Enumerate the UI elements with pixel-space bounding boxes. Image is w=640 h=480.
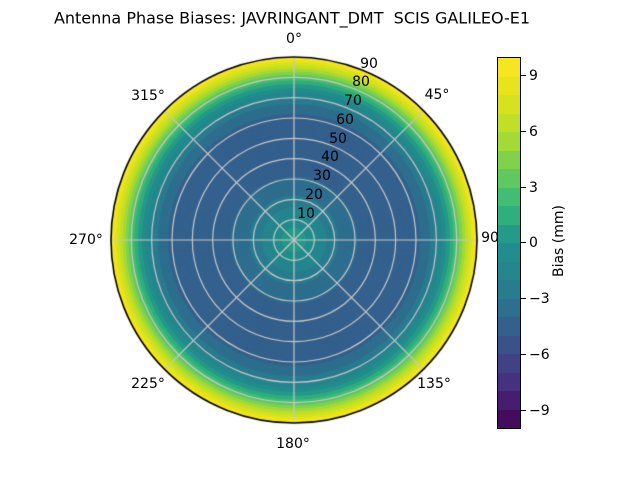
r-label-40: 40 xyxy=(321,149,339,165)
colorbar-tick-label: 0 xyxy=(529,235,538,251)
colorbar-band xyxy=(498,317,520,336)
colorbar-tick xyxy=(521,298,526,300)
colorbar-band xyxy=(498,335,520,354)
colorbar-tick xyxy=(521,354,526,356)
colorbar-tick xyxy=(521,131,526,133)
colorbar-tick-label: 9 xyxy=(529,68,538,84)
theta-label-135: 135° xyxy=(417,376,451,392)
r-label-90: 90 xyxy=(360,56,378,72)
theta-label-90: 90 xyxy=(481,230,499,246)
colorbar-band xyxy=(498,76,520,95)
theta-label-180: 180° xyxy=(276,436,310,452)
colorbar-tick-label: −9 xyxy=(529,403,550,419)
theta-label-45: 45° xyxy=(424,87,450,103)
colorbar-tick xyxy=(521,242,526,244)
colorbar-tick-label: −6 xyxy=(529,347,550,363)
colorbar-tick-label: 6 xyxy=(529,124,538,140)
colorbar-band xyxy=(498,391,520,410)
colorbar-tick xyxy=(521,187,526,189)
colorbar-axis-label: Bias (mm) xyxy=(551,204,567,278)
colorbar xyxy=(497,57,521,429)
r-label-80: 80 xyxy=(352,74,370,90)
r-label-10: 10 xyxy=(297,206,315,222)
colorbar-tick xyxy=(521,75,526,77)
colorbar-tick-label: −3 xyxy=(529,291,550,307)
colorbar-tick-label: 3 xyxy=(529,180,538,196)
colorbar-band xyxy=(498,132,520,151)
theta-label-315: 315° xyxy=(131,88,165,104)
theta-label-0: 0° xyxy=(286,31,302,47)
chart-title: Antenna Phase Biases: JAVRINGANT_DMT SCI… xyxy=(53,8,531,28)
colorbar-band xyxy=(498,261,520,280)
colorbar-band xyxy=(498,58,520,77)
colorbar-band xyxy=(498,150,520,169)
colorbar-band xyxy=(498,280,520,299)
colorbar-band xyxy=(498,354,520,373)
colorbar-band xyxy=(498,187,520,206)
colorbar-band xyxy=(498,206,520,225)
colorbar-band xyxy=(498,243,520,262)
colorbar-band xyxy=(498,224,520,243)
colorbar-band xyxy=(498,409,520,428)
r-label-70: 70 xyxy=(344,93,362,109)
colorbar-band xyxy=(498,95,520,114)
theta-label-225: 225° xyxy=(131,376,165,392)
colorbar-band xyxy=(498,372,520,391)
r-label-20: 20 xyxy=(305,187,323,203)
colorbar-band xyxy=(498,298,520,317)
r-label-50: 50 xyxy=(329,131,347,147)
colorbar-tick xyxy=(521,410,526,412)
colorbar-band xyxy=(498,169,520,188)
r-label-60: 60 xyxy=(336,112,354,128)
colorbar-band xyxy=(498,113,520,132)
theta-label-270: 270° xyxy=(69,232,103,248)
r-label-30: 30 xyxy=(313,168,331,184)
